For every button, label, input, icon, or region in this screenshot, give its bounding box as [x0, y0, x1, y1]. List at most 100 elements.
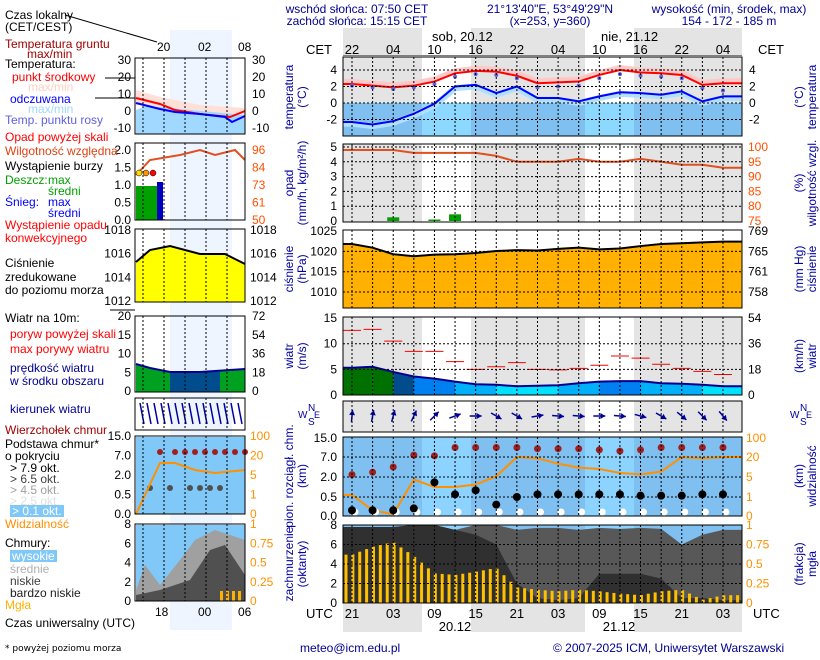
legend-clouds-low	[136, 545, 245, 601]
cloud-top-dot	[575, 445, 583, 453]
temp-tick-right: 0	[749, 96, 756, 110]
visibility-tick: 1	[746, 490, 753, 504]
fog-bar	[468, 572, 472, 603]
wind-speed-area	[434, 378, 456, 395]
wind-arrow-head	[495, 413, 502, 420]
precip-axis-title: (mm/h, kg/m²/h)	[295, 141, 309, 226]
legend-wind-kmh-tick: 0	[252, 384, 259, 398]
cloud-top-dot	[554, 445, 562, 453]
legend-temp-maxmin: max/min	[28, 80, 74, 94]
dew-point-dot	[432, 82, 437, 87]
fog-bar	[722, 595, 726, 603]
legend-visibility-tick: 0	[250, 507, 257, 521]
precip-panel-bg	[343, 144, 742, 222]
top-axis-day	[422, 28, 471, 56]
humidity-tick: 100	[748, 140, 768, 154]
wind-kmh-tick: 54	[748, 311, 762, 325]
legend-snow-max: max	[48, 195, 71, 209]
fog-bar	[420, 562, 424, 603]
cloud-top-dot	[678, 444, 686, 451]
fog-tick: 0.25	[746, 577, 770, 591]
legend-dew: Temp. punktu rosy	[5, 113, 104, 127]
cb-daylight-band	[422, 437, 471, 516]
cloud-base-dot-thin	[495, 508, 503, 516]
legend-rain-max: max	[48, 173, 71, 187]
legend-cloud-base-tick: 7.0	[114, 449, 131, 463]
fog-bar	[523, 588, 527, 603]
bottom-axis-bg	[343, 604, 742, 632]
cloud-top-dot	[513, 444, 521, 451]
cloud-base-dot-thin	[475, 508, 483, 516]
fog-bar	[633, 594, 637, 603]
compass-w-left: W	[298, 410, 308, 421]
clouds-tick: 8	[330, 518, 337, 532]
legend-leader-line	[64, 14, 158, 43]
cet-tick: 04	[716, 42, 730, 57]
cet-tick: 16	[468, 42, 482, 57]
wind-arrow	[469, 413, 482, 419]
fog-axis-title: (frakcja)	[792, 542, 806, 585]
fog-bar	[729, 595, 733, 603]
fog-bar	[612, 592, 616, 603]
wind-tick: 5	[330, 362, 337, 376]
fog-tick: 0.75	[746, 538, 770, 552]
wind-tick: 15	[324, 311, 338, 325]
email-link[interactable]: meteo@icm.edu.pl	[300, 641, 401, 655]
humidity-tick: 80	[748, 199, 762, 213]
legend-temp-tick-right: 30	[252, 53, 266, 67]
fog-bar	[413, 556, 417, 603]
fog-bar	[646, 593, 650, 603]
wind-arrow	[613, 413, 626, 420]
cloud-base-tick: 2.0	[320, 470, 337, 484]
legend-utc-tick: 00	[198, 605, 212, 619]
fog-bar	[578, 589, 582, 603]
legend-mid-point: punkt środkowy	[12, 70, 96, 84]
visibility-tick: 20	[746, 450, 760, 464]
wind-arrow-head	[640, 413, 647, 420]
fog-bar	[502, 575, 506, 603]
legend-wind-arrow	[153, 402, 159, 425]
cloud-top-dot	[451, 444, 459, 451]
fog-tick: 0.5	[746, 557, 763, 571]
sunrise: wschód słońca: 07:50 CET	[285, 2, 429, 16]
legend-cloud-base-tick: 2.0	[114, 468, 131, 482]
legend-wind-tick: 0	[124, 384, 131, 398]
wind-arrow-head	[476, 413, 482, 419]
legend-cloud-top-dot	[192, 449, 198, 455]
legend-snow-bar	[157, 182, 163, 220]
top-axis-day	[585, 28, 634, 56]
legend-pressure: zredukowane	[5, 270, 77, 284]
legend-okt-25: > 2.5 okt.	[10, 494, 60, 508]
wind-tick: 10	[324, 337, 338, 351]
fog-bar	[536, 589, 540, 603]
cet-tick: 10	[427, 42, 441, 57]
cloud-base-dot-thin	[701, 508, 709, 516]
legend-wind-arrow	[195, 402, 201, 425]
cloud-base-dot	[492, 500, 501, 509]
legend-visibility-tick: 100	[250, 429, 270, 443]
fog-bar	[701, 599, 705, 603]
wind-speed-area	[537, 385, 559, 395]
wind-arrow	[634, 413, 647, 420]
legend-gust-over: poryw powyżej skali	[10, 327, 117, 341]
temp-axis-title: temperatura	[282, 64, 296, 129]
cloud-base-dot-thin	[722, 508, 730, 516]
wind-speed-area	[722, 386, 742, 395]
dew-point-dot	[391, 86, 396, 91]
cloud-base-dot-thin	[433, 508, 441, 516]
fog-bar	[736, 595, 740, 603]
legend-utc: Czas uniwersalny (UTC)	[5, 616, 136, 630]
date-label: 21.12	[603, 619, 636, 634]
wind-frame	[342, 316, 743, 396]
legend-cloud-base-dot	[167, 485, 173, 491]
legend-cloud-base-tick: 0.0	[114, 507, 131, 521]
legend-wind-arrow	[223, 402, 229, 425]
legend-feels: odczuwana	[10, 92, 71, 106]
fog-bar	[481, 570, 485, 603]
wind-arrow-head	[721, 414, 727, 421]
pressure-tick: 1020	[310, 244, 337, 258]
dir-daylight-band	[422, 401, 471, 432]
legend-precip-tick: 0.5	[114, 196, 131, 210]
wind-arrow-head	[600, 413, 606, 419]
